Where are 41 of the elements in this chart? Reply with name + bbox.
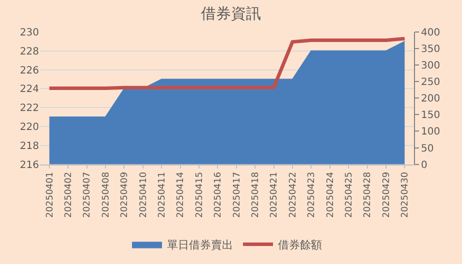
x-tick-label: 20250421: [270, 172, 280, 218]
x-tick-label: 20250430: [400, 172, 411, 218]
x-tick-label: 20250415: [194, 172, 205, 218]
x-tick-label: 20250424: [326, 172, 336, 218]
x-tick-label: 20250429: [382, 172, 392, 218]
y2-tick-label: 150: [421, 110, 440, 122]
x-tick-label: 20250410: [138, 172, 149, 218]
y2-tick-label: 250: [421, 77, 440, 88]
legend-label: 借券餘額: [278, 238, 322, 252]
x-tick-label: 20250408: [101, 172, 112, 218]
y2-tick-label: 0: [421, 160, 428, 171]
chart-title: 借券資訊: [201, 4, 261, 22]
x-tick-label: 20250425: [344, 172, 354, 218]
x-tick-label: 20250422: [288, 172, 298, 218]
y2-tick-label: 200: [421, 94, 440, 105]
y-tick-label: 216: [20, 160, 39, 171]
y-tick-label: 220: [20, 122, 39, 134]
x-tick-label: 20250409: [120, 172, 130, 218]
y2-tick-label: 50: [421, 143, 434, 154]
line-series: [48, 36, 406, 90]
x-tick-label: 20250401: [45, 172, 56, 218]
y-tick-label: 224: [20, 84, 39, 96]
x-tick-label: 20250416: [214, 172, 224, 218]
y-tick-label: 218: [20, 140, 39, 152]
x-tick-label: 20250423: [307, 172, 318, 218]
x-tick-label: 20250428: [363, 172, 374, 218]
y-tick-label: 222: [20, 103, 39, 114]
y2-tick-label: 350: [421, 44, 440, 56]
x-tick-label: 20250417: [232, 172, 242, 218]
x-tick-label: 20250414: [176, 172, 186, 218]
y-tick-label: 226: [20, 65, 39, 76]
x-tick-label: 20250411: [157, 172, 168, 218]
y-tick-label: 228: [20, 46, 39, 58]
x-tick-label: 20250418: [250, 172, 261, 218]
y2-tick-label: 400: [421, 28, 440, 38]
y-tick-label: 230: [20, 28, 39, 38]
x-tick-label: 20250402: [64, 172, 74, 218]
y2-tick-label: 300: [421, 60, 440, 72]
y2-tick-label: 100: [421, 126, 440, 138]
x-tick-label: 20250407: [82, 172, 93, 218]
legend-label: 單日借券賣出: [167, 238, 233, 252]
